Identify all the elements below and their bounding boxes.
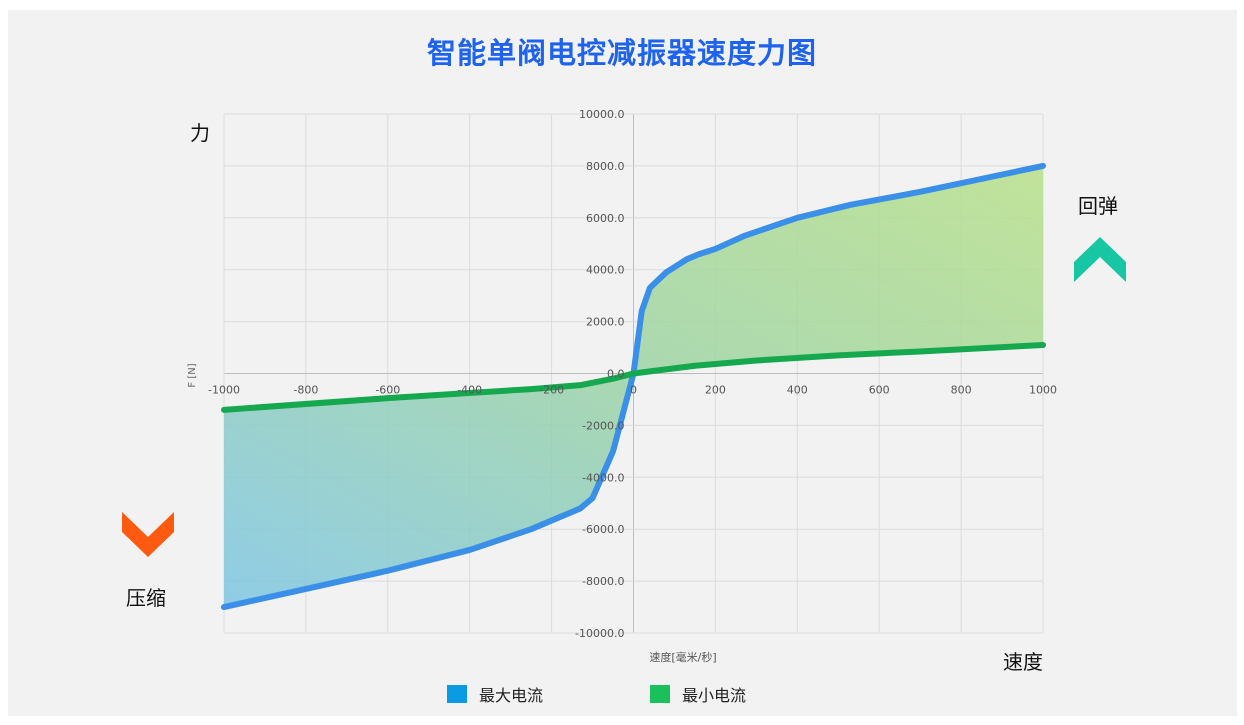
legend-item-max-current[interactable]: 最大电流 [447, 682, 543, 706]
x-tick-label: 200 [705, 384, 726, 397]
x-tick-label: 0 [630, 384, 637, 397]
rebound-label: 回弹 [1078, 194, 1118, 218]
chart-panel [8, 10, 1237, 716]
x-tick-label: 400 [787, 384, 808, 397]
x-tick-label: -200 [539, 384, 564, 397]
x-axis-title: 速度[毫米/秒] [649, 650, 716, 664]
compression-label: 压缩 [126, 586, 166, 610]
chart-title: 智能单阀电控减振器速度力图 [426, 36, 817, 70]
x-tick-label: -600 [375, 384, 400, 397]
legend-label-max: 最大电流 [479, 686, 544, 705]
y-tick-label: -10000.0 [575, 627, 624, 640]
rebound-chevron-up-icon [1074, 237, 1126, 282]
speed-label: 速度 [1003, 650, 1043, 674]
compression-chevron-down-icon [122, 512, 174, 557]
x-tick-label: -400 [457, 384, 482, 397]
y-tick-label: -2000.0 [582, 419, 624, 432]
y-tick-label: 6000.0 [586, 212, 625, 225]
legend-item-min-current[interactable]: 最小电流 [650, 682, 746, 706]
x-tick-label: 800 [951, 384, 972, 397]
series-line-min-current [221, 341, 1046, 413]
y-tick-label: 10000.0 [579, 108, 625, 121]
y-tick-label: -8000.0 [582, 575, 624, 588]
x-tick-label: -800 [293, 384, 318, 397]
y-tick-label: 2000.0 [586, 316, 625, 329]
y-tick-label: 8000.0 [586, 160, 625, 173]
y-tick-label: 4000.0 [586, 264, 625, 277]
legend-label-min: 最小电流 [682, 686, 747, 705]
series-line-max-current [221, 162, 1046, 611]
y-tick-label: 0.0 [607, 368, 625, 381]
area-fill-band [224, 165, 1043, 608]
legend-swatch-min [650, 685, 670, 703]
y-axis-title: F [N] [187, 363, 198, 387]
x-tick-label: 600 [869, 384, 890, 397]
x-tick-label: 1000 [1029, 384, 1057, 397]
legend-swatch-max [447, 685, 467, 703]
force-label: 力 [190, 121, 210, 145]
y-tick-label: -6000.0 [582, 523, 624, 536]
x-tick-label: -1000 [208, 384, 240, 397]
y-tick-label: -4000.0 [582, 471, 624, 484]
